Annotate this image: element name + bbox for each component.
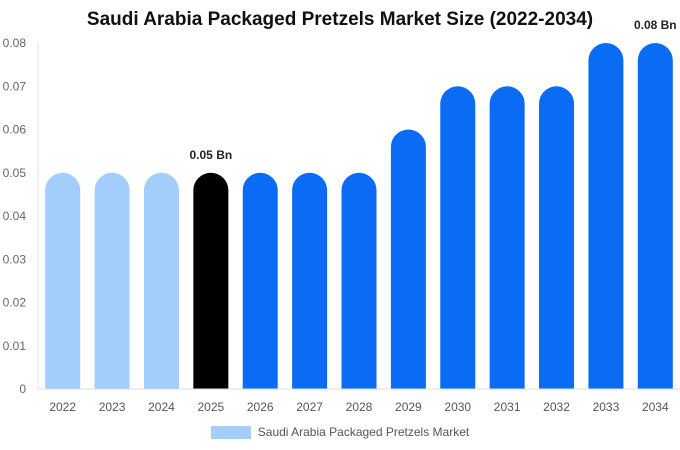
y-tick-label: 0.07: [3, 79, 27, 93]
y-tick-label: 0.05: [3, 166, 27, 180]
x-tick-label: 2026: [247, 400, 274, 414]
y-tick-label: 0.02: [3, 296, 27, 310]
x-tick-label: 2022: [49, 400, 76, 414]
x-tick-label: 2030: [444, 400, 471, 414]
bar-2022: [45, 173, 80, 389]
data-label: 0.05 Bn: [190, 148, 233, 162]
bar-2033: [588, 43, 623, 389]
x-tick-label: 2024: [148, 400, 175, 414]
legend-swatch: [211, 426, 251, 439]
legend-label: Saudi Arabia Packaged Pretzels Market: [258, 425, 469, 439]
y-tick-label: 0.06: [3, 123, 27, 137]
x-tick-label: 2027: [296, 400, 323, 414]
bar-2026: [243, 173, 278, 389]
y-axis: 0 0.01 0.02 0.03 0.04 0.05 0.06 0.07 0.08: [3, 36, 38, 396]
y-tick-label: 0.03: [3, 252, 27, 266]
x-tick-label: 2031: [494, 400, 521, 414]
x-tick-label: 2028: [346, 400, 373, 414]
data-label: 0.08 Bn: [634, 18, 677, 32]
bars-group: [45, 43, 673, 389]
x-tick-label: 2034: [642, 400, 669, 414]
bar-2023: [95, 173, 130, 389]
bar-2029: [391, 130, 426, 390]
x-tick-label: 2033: [593, 400, 620, 414]
bar-2034: [638, 43, 673, 389]
bar-2027: [292, 173, 327, 389]
y-tick-label: 0: [19, 382, 26, 396]
bar-2028: [342, 173, 377, 389]
x-axis: 2022 2023 2024 2025 2026 2027 2028 2029 2030 2031…: [38, 389, 680, 414]
legend: Saudi Arabia Packaged Pretzels Market: [0, 425, 680, 439]
bar-2030: [440, 86, 475, 389]
bar-2031: [490, 86, 525, 389]
x-tick-label: 2029: [395, 400, 422, 414]
bar-2024: [144, 173, 179, 389]
x-tick-label: 2023: [99, 400, 126, 414]
bar-2025: [193, 173, 228, 389]
x-tick-label: 2032: [543, 400, 570, 414]
bar-2032: [539, 86, 574, 389]
y-tick-label: 0.01: [3, 339, 27, 353]
y-tick-label: 0.08: [3, 36, 27, 50]
y-tick-label: 0.04: [3, 209, 27, 223]
x-tick-label: 2025: [197, 400, 224, 414]
